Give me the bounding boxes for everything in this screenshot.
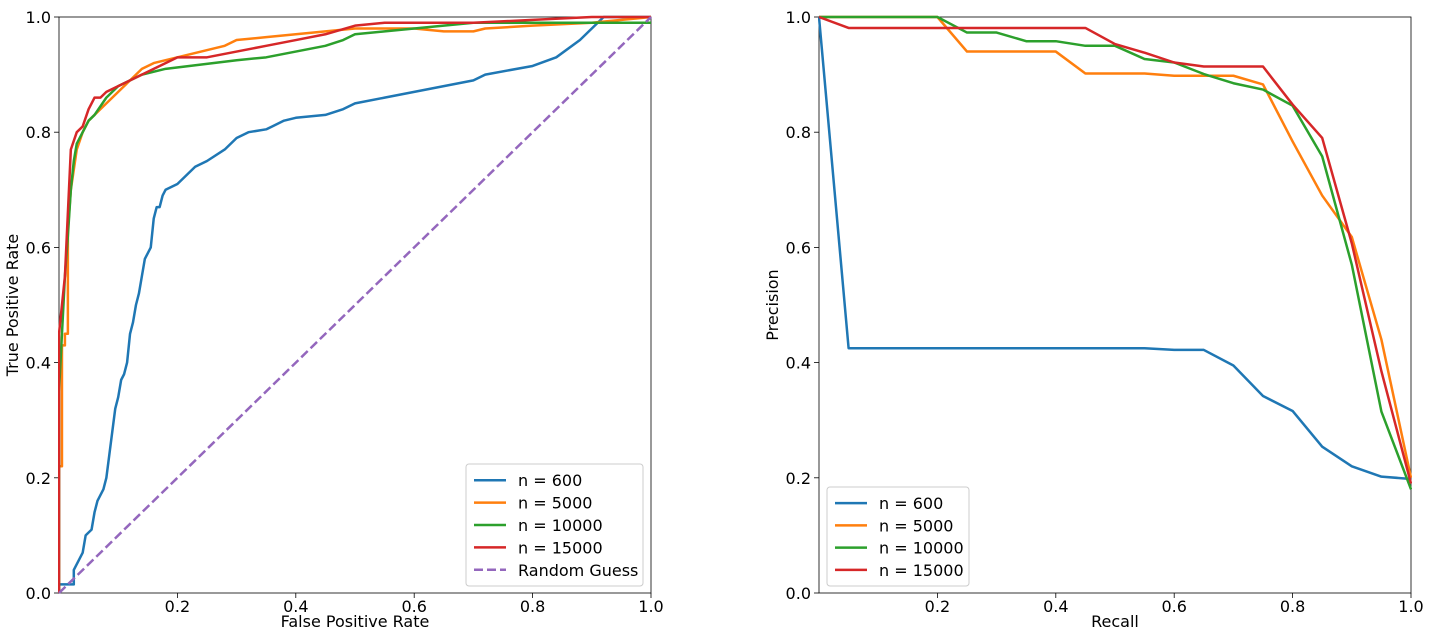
plot-frame <box>58 16 652 594</box>
x-tick-label: 0.2 <box>925 597 950 616</box>
legend-entry: n = 10000 <box>518 516 603 535</box>
y-tick-label: 0.0 <box>786 584 811 603</box>
legend: n = 600 n = 5000 n = 10000 n = 15000 <box>826 486 970 587</box>
y-tick-label: 0.2 <box>26 469 51 488</box>
series-line-n-600 <box>58 15 651 593</box>
legend-entry: n = 15000 <box>518 538 603 557</box>
plot-frame <box>818 16 1412 594</box>
y-tick-label: 0.0 <box>26 584 51 603</box>
y-axis-label: Precision <box>763 269 782 340</box>
y-tick-label: 0.4 <box>26 354 51 373</box>
series-line-n-600 <box>818 16 1412 481</box>
y-tick-label: 1.0 <box>786 8 811 27</box>
legend-box <box>826 486 970 587</box>
series-line-n-5000 <box>58 15 652 593</box>
legend-entry: n = 5000 <box>518 494 592 513</box>
x-tick-label: 0.4 <box>1043 597 1068 616</box>
legend-entry: n = 600 <box>518 471 582 490</box>
precision-recall-chart: 0.2 0.4 0.6 0.8 1.0 0.0 0.2 0.4 0.6 0.8 1.0 Recall P… <box>763 8 1424 631</box>
y-tick-label: 1.0 <box>26 8 51 27</box>
legend-entry: Random Guess <box>518 561 638 580</box>
series-line-n-10000 <box>58 21 651 593</box>
y-tick-label: 0.6 <box>786 238 811 257</box>
series-group <box>818 15 1412 490</box>
x-tick-label: 1.0 <box>638 597 663 616</box>
x-axis-label: Recall <box>1091 612 1139 631</box>
y-axis-label: True Positive Rate <box>3 234 22 378</box>
legend-entry: n = 15000 <box>879 561 964 580</box>
y-tick-label: 0.8 <box>786 123 811 142</box>
x-axis-label: False Positive Rate <box>281 612 430 631</box>
series-line-n-15000 <box>818 15 1412 484</box>
x-tick-label: 0.6 <box>401 597 426 616</box>
y-tick-label: 0.4 <box>786 354 811 373</box>
roc-chart: 0.2 0.4 0.6 0.8 1.0 0.0 0.2 0.4 0.6 0.8 1.0 False P… <box>3 8 664 631</box>
x-tick-label: 1.0 <box>1398 597 1423 616</box>
x-tick-label: 0.8 <box>1280 597 1305 616</box>
series-group <box>58 15 652 594</box>
y-tick-label: 0.2 <box>786 469 811 488</box>
legend-entry: n = 10000 <box>879 539 964 558</box>
legend-entry: n = 5000 <box>879 516 953 535</box>
series-line-n-10000 <box>819 15 1412 490</box>
legend: n = 600 n = 5000 n = 10000 n = 15000 Random … <box>465 463 644 587</box>
y-tick-label: 0.6 <box>26 238 51 257</box>
series-line-random-guess <box>58 16 652 594</box>
legend-box <box>465 463 644 587</box>
x-tick-label: 0.8 <box>520 597 545 616</box>
x-tick-label: 0.4 <box>283 597 308 616</box>
series-line-n-15000 <box>58 15 651 593</box>
x-tick-label: 0.2 <box>165 597 190 616</box>
x-tick-label: 0.6 <box>1161 597 1186 616</box>
y-tick-label: 0.8 <box>26 123 51 142</box>
legend-entry: n = 600 <box>879 494 943 513</box>
